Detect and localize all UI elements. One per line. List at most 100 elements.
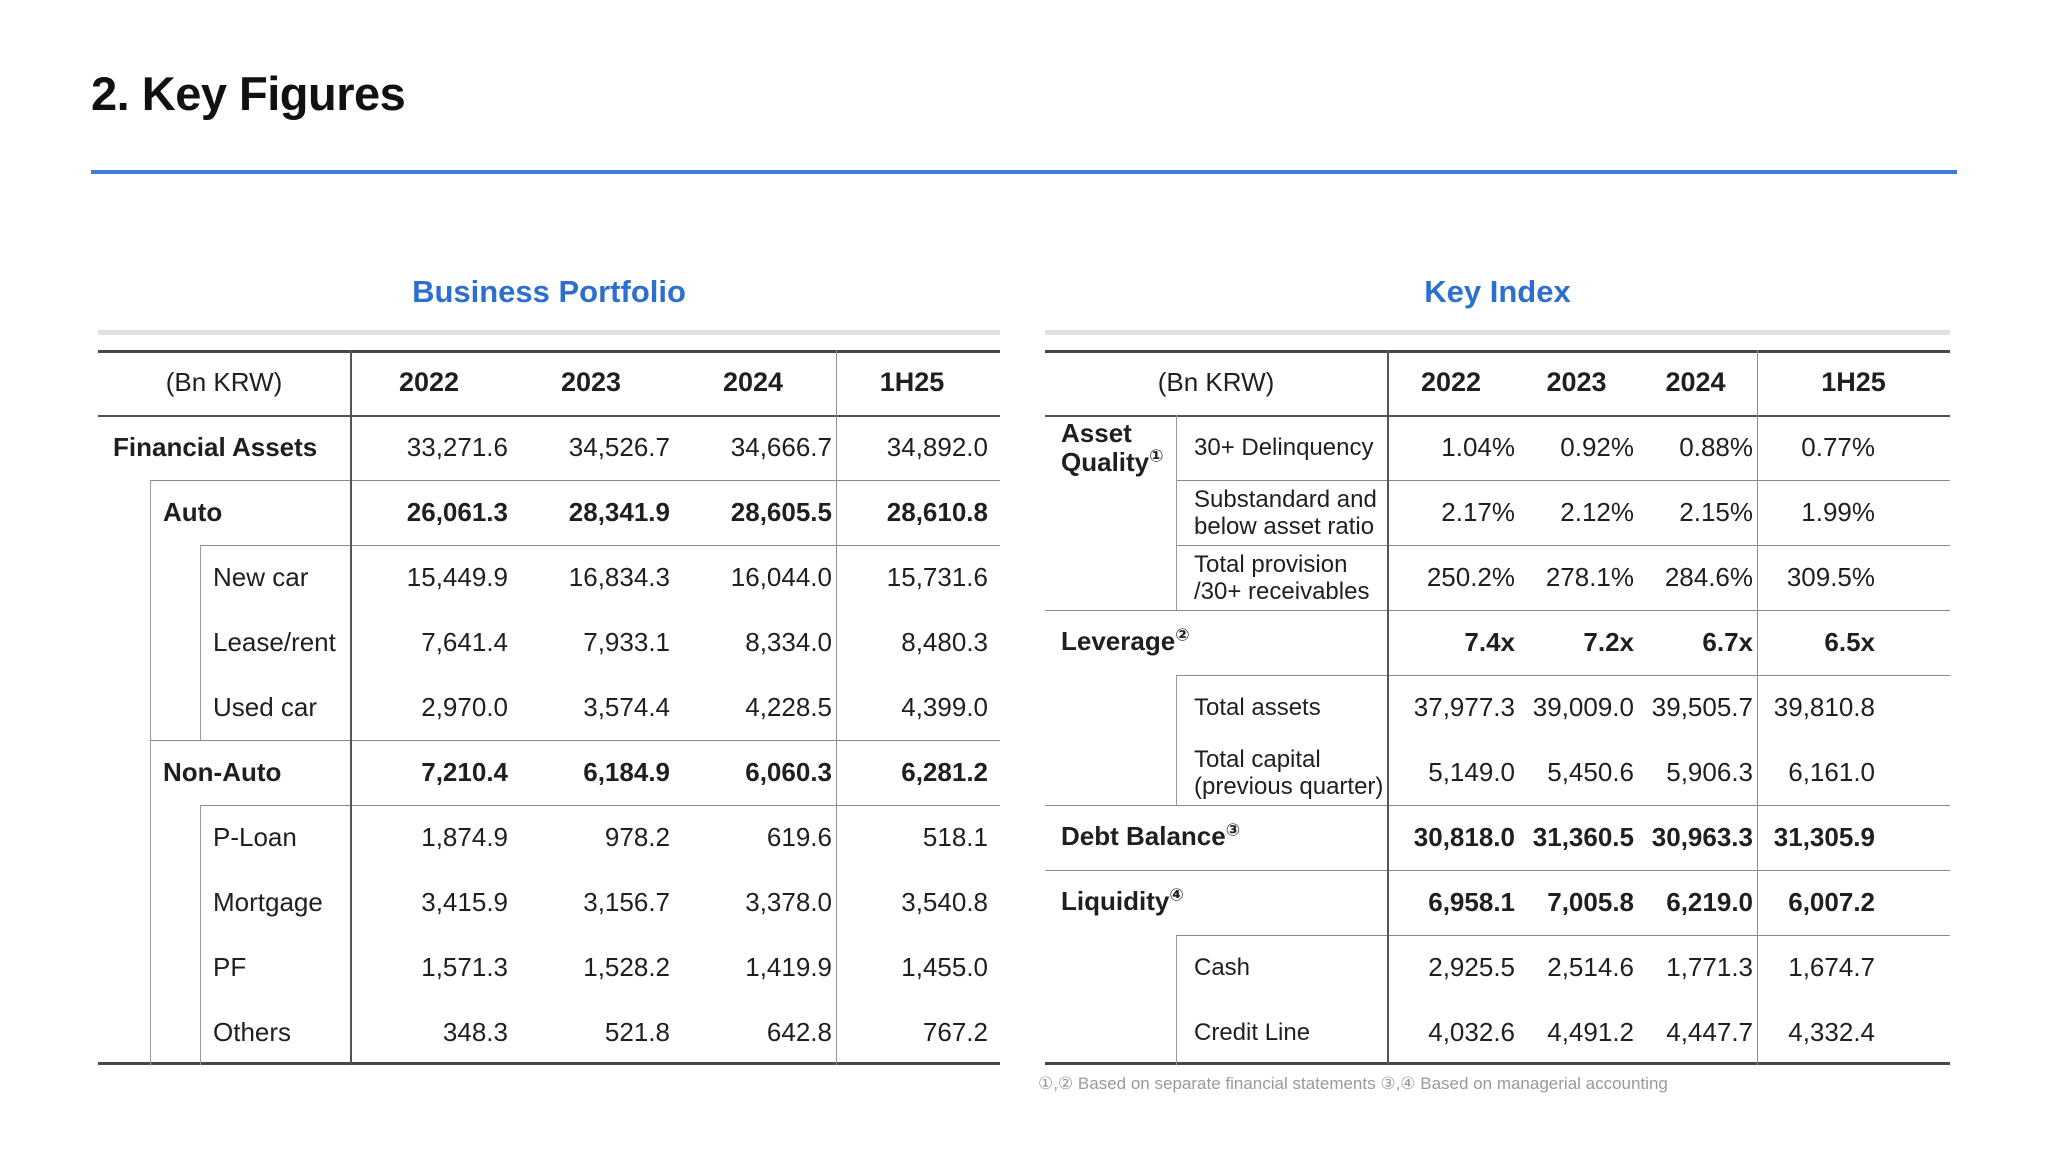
value-2022: 5,149.0	[1428, 757, 1515, 787]
value-2022: 1.04%	[1441, 432, 1515, 462]
value-2024: 34,666.7	[730, 432, 832, 462]
year-header-1h25: 1H25	[1821, 367, 1886, 397]
divider	[1045, 415, 1950, 417]
value-2022: 2.17%	[1441, 497, 1515, 527]
value-2022: 30,818.0	[1413, 822, 1515, 852]
row-group-spacer	[1045, 480, 1176, 545]
value-2022: 7.4x	[1464, 627, 1515, 657]
divider-band	[98, 330, 1000, 335]
table-row: Financial Assets 33,271.6 34,526.7 34,66…	[98, 415, 1000, 480]
table-row: Debt Balance③ 30,818.0 31,360.5 30,963.3…	[1045, 805, 1950, 870]
row-group-spacer	[1045, 1000, 1176, 1065]
row-label: Financial Assets	[113, 432, 318, 462]
row-group-label: Debt Balance③	[1045, 805, 1387, 870]
value-2024: 6,060.3	[745, 757, 832, 787]
value-1h25: 6,281.2	[901, 757, 988, 787]
value-1h25: 6,007.2	[1788, 887, 1875, 917]
value-1h25: 6,161.0	[1788, 757, 1875, 787]
value-1h25: 1,455.0	[901, 952, 988, 982]
value-2022: 250.2%	[1426, 562, 1515, 592]
value-2023: 6,184.9	[583, 757, 670, 787]
value-2023: 0.92%	[1560, 432, 1634, 462]
divider	[200, 545, 201, 740]
table-row: Others 348.3 521.8 642.8 767.2	[98, 1000, 1000, 1065]
group-label-text: Debt Balance	[1061, 821, 1226, 851]
business-portfolio-table: (Bn KRW) 2022 2023 2024 1H25 Financial A…	[98, 350, 1000, 1065]
table-row: Substandard and below asset ratio 2.17% …	[1045, 480, 1950, 545]
row-group-label: Asset Quality①	[1045, 415, 1176, 480]
value-2023: 3,156.7	[583, 887, 670, 917]
value-2023: 978.2	[604, 822, 670, 852]
value-2022: 7,641.4	[421, 627, 508, 657]
value-1h25: 39,810.8	[1773, 692, 1875, 722]
row-label: Total provision /30+ receivables	[1194, 550, 1370, 605]
value-2024: 619.6	[766, 822, 832, 852]
row-group-spacer	[1045, 675, 1176, 740]
row-label: Total assets	[1194, 694, 1321, 721]
table-header-row: (Bn KRW) 2022 2023 2024 1H25	[1045, 350, 1950, 415]
row-label: Mortgage	[213, 887, 323, 917]
divider	[1176, 545, 1950, 546]
business-portfolio-section: Business Portfolio (Bn KRW) 2022 2023 20…	[98, 272, 1000, 1072]
value-2023: 7,005.8	[1547, 887, 1634, 917]
value-2024: 2.15%	[1679, 497, 1753, 527]
divider	[1176, 675, 1177, 805]
footnote-ref: ②	[1175, 625, 1190, 645]
value-2023: 5,450.6	[1547, 757, 1634, 787]
row-group-label: Leverage②	[1045, 610, 1387, 675]
divider	[150, 480, 1000, 481]
key-index-title: Key Index	[1424, 274, 1571, 309]
divider	[1045, 870, 1950, 871]
row-label: Substandard and below asset ratio	[1194, 485, 1377, 540]
footnote-ref: ④	[1169, 885, 1184, 905]
row-group-spacer	[1045, 545, 1176, 610]
value-2023: 16,834.3	[568, 562, 670, 592]
row-label: P-Loan	[213, 822, 297, 852]
table-row: Credit Line 4,032.6 4,491.2 4,447.7 4,33…	[1045, 1000, 1950, 1065]
value-2022: 7,210.4	[421, 757, 508, 787]
year-header-2024: 2024	[722, 367, 784, 397]
value-2024: 284.6%	[1664, 562, 1753, 592]
year-header-2023: 2023	[560, 367, 622, 397]
group-label-text: Liquidity	[1061, 886, 1170, 916]
value-2022: 4,032.6	[1428, 1017, 1515, 1047]
value-2022: 1,874.9	[421, 822, 508, 852]
table-row: New car 15,449.9 16,834.3 16,044.0 15,73…	[98, 545, 1000, 610]
divider	[1045, 1062, 1950, 1065]
value-1h25: 31,305.9	[1773, 822, 1875, 852]
divider	[150, 740, 1000, 741]
divider	[1387, 350, 1389, 1065]
table-header-row: (Bn KRW) 2022 2023 2024 1H25	[98, 350, 1000, 415]
value-2024: 30,963.3	[1651, 822, 1753, 852]
value-1h25: 34,892.0	[886, 432, 988, 462]
year-header-2024: 2024	[1665, 367, 1726, 397]
value-2024: 1,771.3	[1666, 952, 1753, 982]
divider	[1045, 610, 1950, 611]
table-row: Total provision /30+ receivables 250.2% …	[1045, 545, 1950, 610]
divider	[98, 350, 1000, 353]
value-2024: 16,044.0	[730, 562, 832, 592]
value-1h25: 309.5%	[1786, 562, 1875, 592]
divider	[150, 480, 151, 1065]
table-row: Leverage② 7.4x 7.2x 6.7x 6.5x	[1045, 610, 1950, 675]
divider	[836, 350, 837, 1065]
value-2022: 3,415.9	[421, 887, 508, 917]
value-2023: 7.2x	[1583, 627, 1634, 657]
table-row: Non-Auto 7,210.4 6,184.9 6,060.3 6,281.2	[98, 740, 1000, 805]
row-group-spacer	[1045, 740, 1176, 805]
table-row: PF 1,571.3 1,528.2 1,419.9 1,455.0	[98, 935, 1000, 1000]
value-2024: 642.8	[766, 1017, 832, 1047]
row-group-label: Liquidity④	[1045, 870, 1387, 935]
divider	[1757, 350, 1758, 1065]
value-2024: 3,378.0	[745, 887, 832, 917]
value-2023: 1,528.2	[583, 952, 670, 982]
title-underline	[91, 170, 1957, 174]
divider	[1176, 935, 1177, 1065]
unit-label: (Bn KRW)	[165, 367, 283, 397]
value-2022: 15,449.9	[406, 562, 508, 592]
divider	[1176, 480, 1950, 481]
value-2024: 5,906.3	[1666, 757, 1753, 787]
value-2024: 4,447.7	[1666, 1017, 1753, 1047]
value-1h25: 15,731.6	[886, 562, 988, 592]
value-2023: 34,526.7	[568, 432, 670, 462]
